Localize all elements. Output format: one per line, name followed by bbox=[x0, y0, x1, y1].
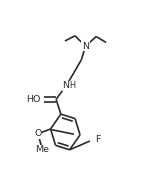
Text: N: N bbox=[63, 81, 70, 90]
Text: Me: Me bbox=[36, 145, 50, 154]
Text: O: O bbox=[34, 129, 41, 138]
Text: N: N bbox=[82, 42, 89, 51]
Text: HO: HO bbox=[26, 95, 41, 104]
Text: N: N bbox=[63, 81, 70, 90]
Text: O: O bbox=[34, 129, 41, 138]
Text: F: F bbox=[95, 135, 100, 144]
Text: H: H bbox=[69, 81, 76, 90]
